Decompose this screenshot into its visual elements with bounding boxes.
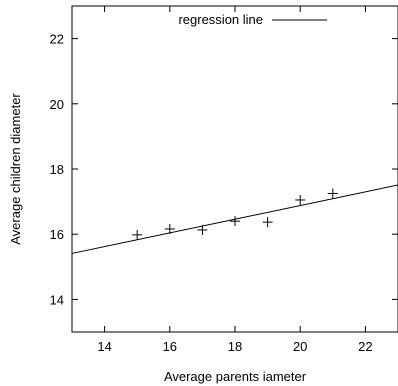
y-tick-label: 22 (50, 32, 64, 47)
x-axis-label: Average parents iameter (164, 369, 307, 384)
series-layer (71, 184, 398, 254)
x-tick-label: 14 (97, 339, 111, 354)
y-tick-label: 16 (50, 227, 64, 242)
data-point (327, 188, 338, 199)
data-point (295, 194, 306, 205)
data-point (164, 223, 175, 234)
x-tick-label: 22 (358, 339, 372, 354)
data-point (230, 216, 240, 227)
x-axis: 14 16 18 20 22 (97, 6, 373, 354)
x-tick-label: 16 (163, 339, 177, 354)
data-point (197, 224, 208, 235)
data-point (132, 229, 143, 240)
y-axis: 14 16 18 20 22 (50, 32, 398, 307)
y-tick-label: 20 (50, 97, 64, 112)
plot-frame (71, 5, 398, 333)
y-tick-label: 18 (50, 162, 64, 177)
y-tick-label: 14 (50, 292, 64, 307)
legend: regression line (178, 12, 327, 27)
data-point (262, 217, 273, 228)
x-tick-label: 18 (228, 339, 242, 354)
x-tick-label: 20 (293, 339, 307, 354)
legend-label-regression-line: regression line (178, 12, 263, 27)
y-axis-label: Average children diameter (8, 93, 23, 245)
